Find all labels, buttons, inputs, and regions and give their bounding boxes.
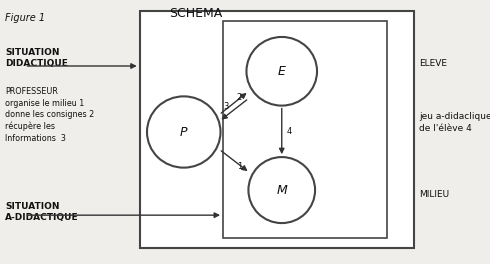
Text: 3: 3: [224, 102, 229, 111]
Text: 1: 1: [238, 162, 243, 171]
Text: SITUATION
DIDACTIQUE: SITUATION DIDACTIQUE: [5, 48, 68, 68]
Text: PROFESSEUR
organise le milieu 1
donne les consignes 2
récupère les
Informations : PROFESSEUR organise le milieu 1 donne le…: [5, 87, 94, 143]
Ellipse shape: [246, 37, 317, 106]
Text: jeu a-didaclique
de l'élève 4: jeu a-didaclique de l'élève 4: [419, 112, 490, 133]
Text: Figure 1: Figure 1: [5, 13, 45, 23]
Text: P: P: [180, 125, 188, 139]
Text: MILIEU: MILIEU: [419, 190, 449, 199]
Text: SITUATION
A-DIDACTIQUE: SITUATION A-DIDACTIQUE: [5, 202, 78, 222]
Text: 4: 4: [287, 128, 292, 136]
Bar: [223, 21, 387, 238]
Bar: [140, 11, 414, 248]
Text: ELEVE: ELEVE: [419, 59, 447, 68]
Text: SCHEMA: SCHEMA: [169, 7, 222, 20]
Text: M: M: [276, 183, 287, 197]
Ellipse shape: [147, 96, 220, 168]
Text: E: E: [278, 65, 286, 78]
Text: 2: 2: [237, 93, 242, 102]
Ellipse shape: [248, 157, 315, 223]
